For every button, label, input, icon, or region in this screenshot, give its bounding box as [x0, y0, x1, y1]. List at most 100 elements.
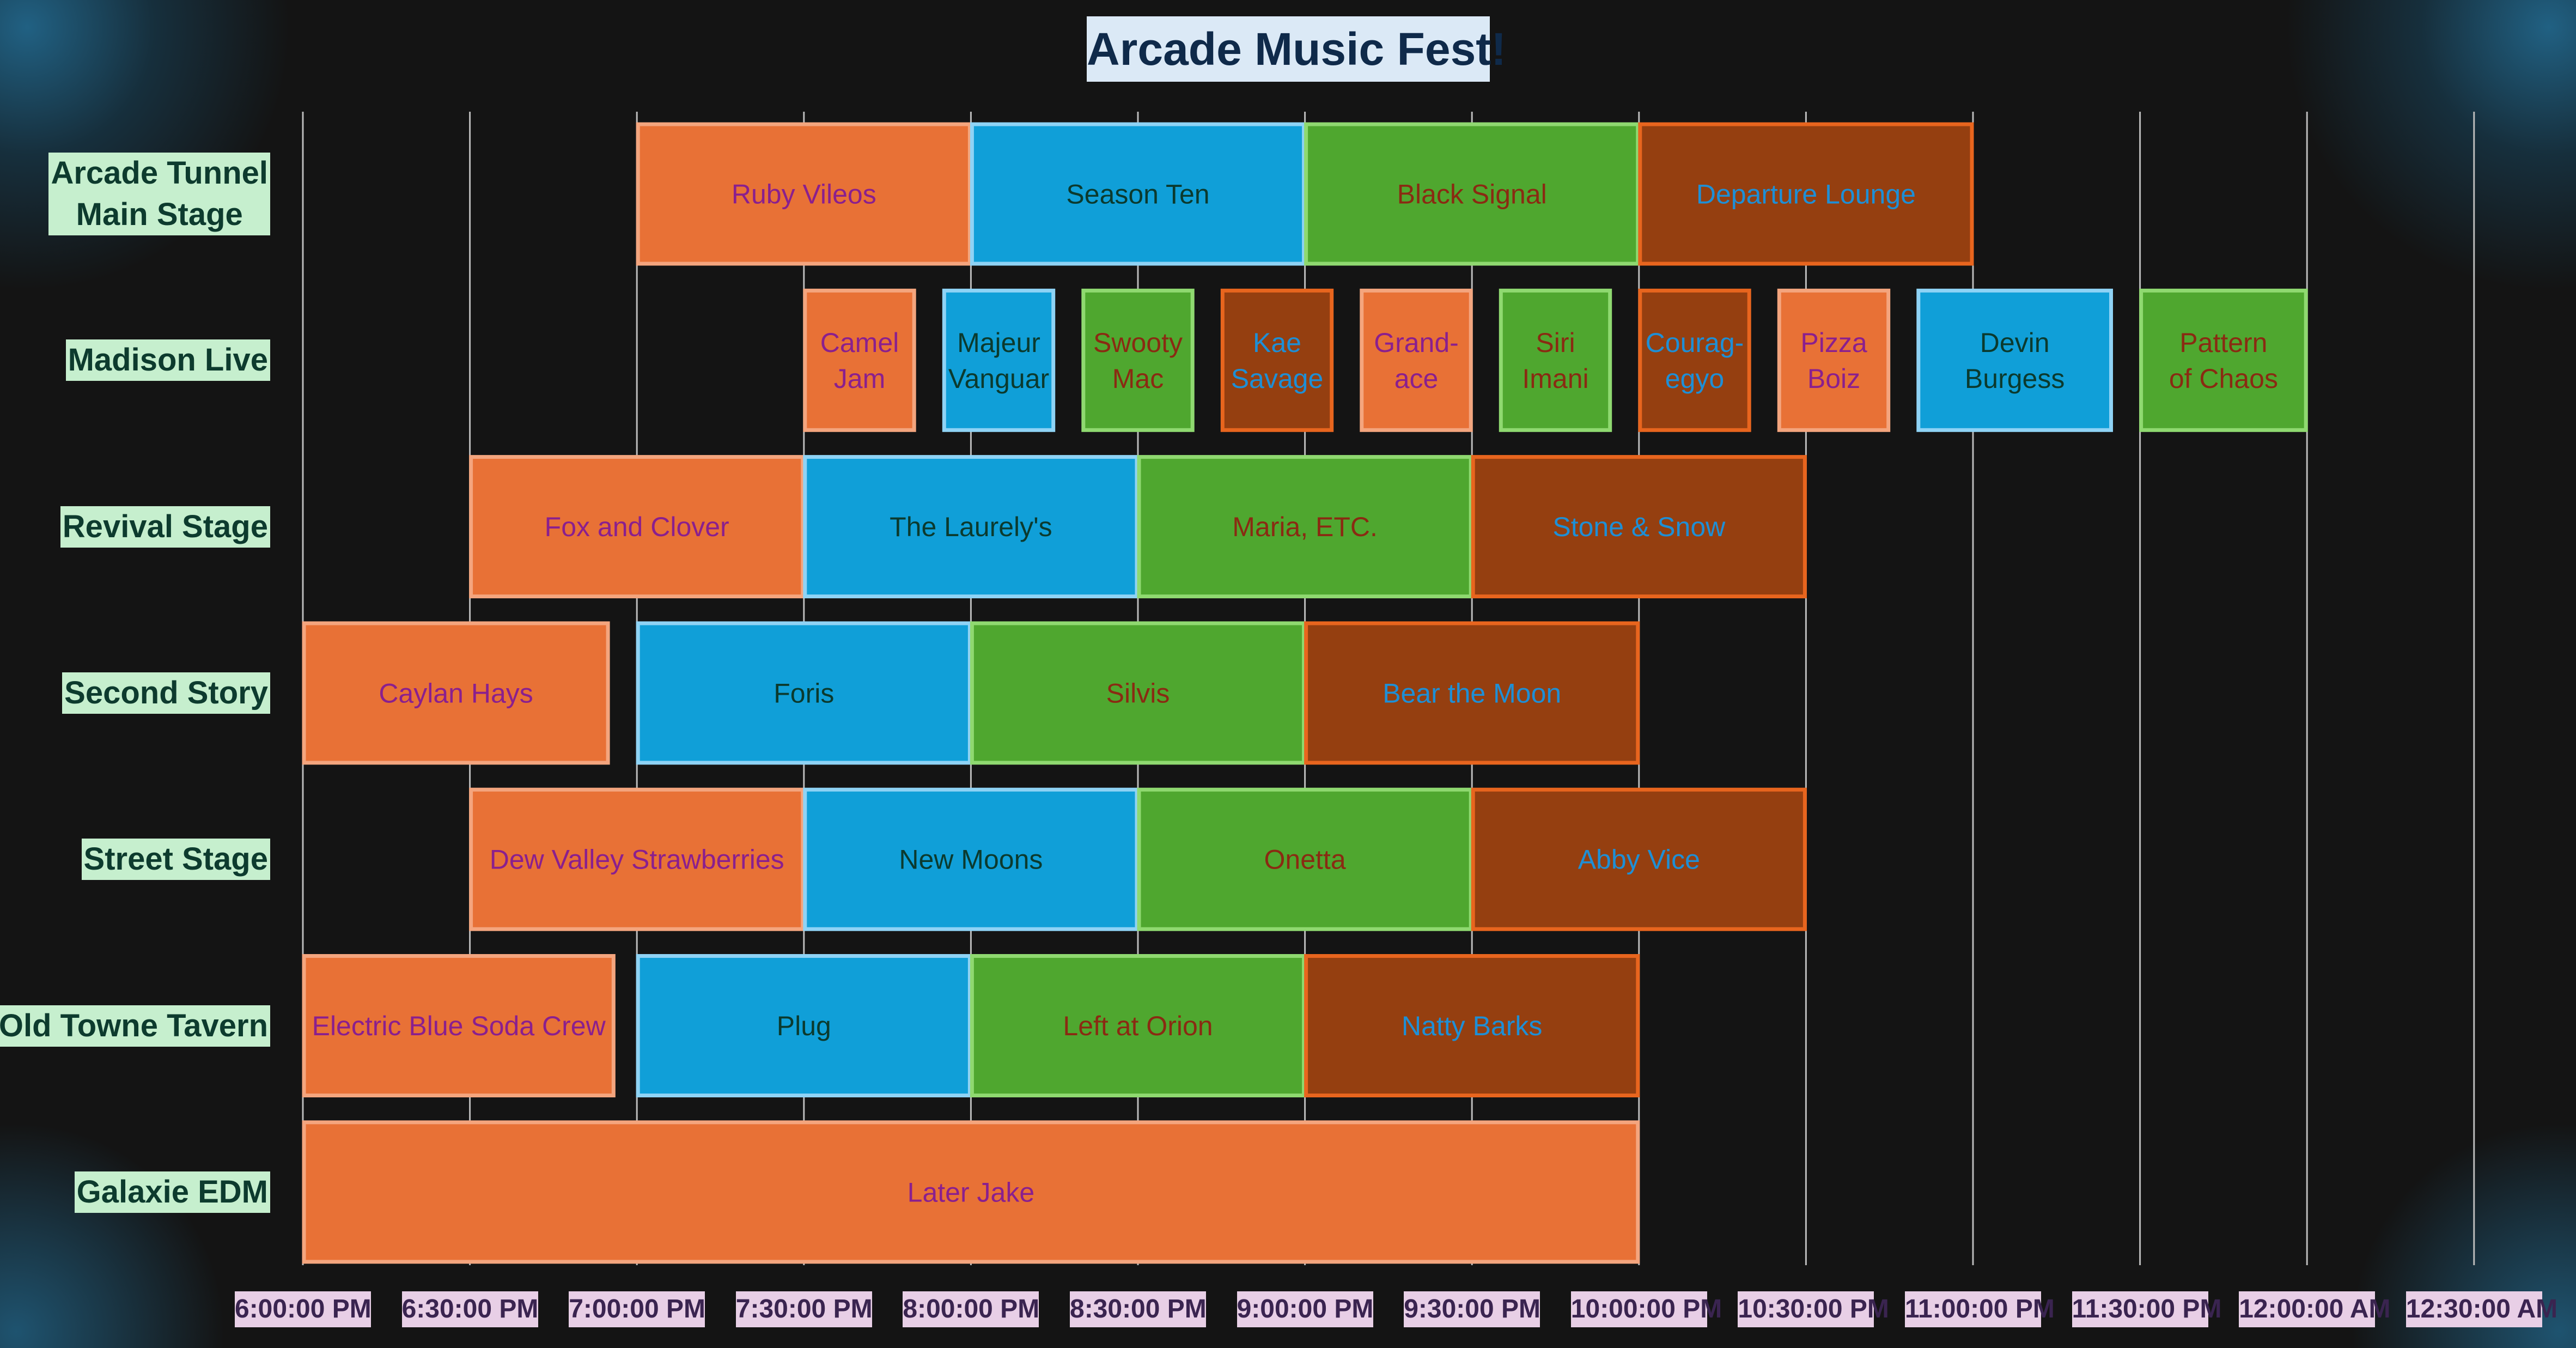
- set-bar-label: Abby Vice: [1578, 845, 1700, 875]
- x-tick-label: 12:00:00 AM: [2239, 1291, 2391, 1327]
- set-bar-rect: [1471, 787, 1807, 931]
- stage-label: Revival Stage: [60, 506, 270, 548]
- set-bar: Stone & Snow: [1471, 455, 1807, 599]
- x-tick-label: 10:30:00 PM: [1738, 1291, 1889, 1327]
- set-bar-label-line: Swooty: [1093, 327, 1183, 358]
- set-bar-label-line: Savage: [1231, 363, 1324, 394]
- set-bar-rect: [2139, 288, 2308, 432]
- set-bar-rect: [636, 954, 972, 1097]
- set-bar-rect: [636, 122, 972, 266]
- set-bar-label: Pizza Boiz: [1800, 327, 1867, 394]
- set-bar-label: Fox and Clover: [545, 512, 729, 542]
- stage-label: Galaxie EDM: [74, 1171, 270, 1213]
- set-bar-label-line: Electric Blue Soda Crew: [312, 1011, 606, 1041]
- set-bar: Black Signal: [1304, 122, 1640, 266]
- x-tick-label: 7:30:00 PM: [735, 1291, 873, 1327]
- set-bar: Pizza Boiz: [1777, 288, 1891, 432]
- set-bar: Swooty Mac: [1081, 288, 1195, 432]
- set-bar-rect: [942, 288, 1056, 432]
- set-bar-label: The Laurely's: [890, 512, 1052, 542]
- set-bar-label: Onetta: [1264, 845, 1346, 875]
- set-bar-label-line: Mac: [1112, 363, 1164, 394]
- set-bar-rect: [1137, 455, 1473, 599]
- set-bar: Later Jake: [302, 1120, 1640, 1264]
- set-bar-rect: [1471, 455, 1807, 599]
- set-bar-label: Caylan Hays: [379, 678, 533, 708]
- set-bar: Camel Jam: [803, 288, 916, 432]
- set-bar-label-line: Maria, ETC.: [1232, 512, 1378, 542]
- set-bar-rect: [970, 954, 1306, 1097]
- set-bar-label-line: Season Ten: [1066, 179, 1209, 210]
- set-bar-label-line: Burgess: [1965, 363, 2065, 394]
- set-bar-label-line: Siri: [1536, 327, 1575, 358]
- x-tick-label: 11:30:00 PM: [2072, 1291, 2221, 1327]
- set-bar-label: Swooty Mac: [1093, 327, 1183, 394]
- x-tick-label: 6:30:00 PM: [401, 1291, 538, 1327]
- set-bar-label-line: Fox and Clover: [545, 512, 729, 542]
- set-bar: The Laurely's: [803, 455, 1139, 599]
- set-bar: Dew Valley Strawberries: [469, 787, 805, 931]
- set-bar-label-line: Camel: [820, 327, 899, 358]
- set-bar-label: Left at Orion: [1063, 1011, 1213, 1041]
- set-bar-rect: [803, 455, 1139, 599]
- set-bar-label: Bear the Moon: [1383, 678, 1561, 708]
- set-bar-label-line: Pattern: [2179, 327, 2267, 358]
- set-bar-label: Plug: [777, 1011, 831, 1041]
- set-bar-label: Black Signal: [1397, 179, 1547, 210]
- set-bar-label-line: Jam: [834, 363, 885, 394]
- set-bar: Silvis: [970, 621, 1306, 765]
- set-bar-label: Majeur Vanguar: [948, 327, 1049, 394]
- set-bar-label-line: The Laurely's: [890, 512, 1052, 542]
- set-bar-label-line: Boiz: [1807, 363, 1860, 394]
- set-bar-label: New Moons: [899, 845, 1043, 875]
- set-bar: Onetta: [1137, 787, 1473, 931]
- set-bar: Season Ten: [970, 122, 1306, 266]
- set-bar-label-line: of Chaos: [2169, 363, 2278, 394]
- set-bar-label-line: Silvis: [1106, 678, 1170, 708]
- set-bar-label: Season Ten: [1066, 179, 1209, 210]
- x-tick-label: 7:00:00 PM: [569, 1291, 705, 1327]
- set-bar-label: Pattern of Chaos: [2169, 327, 2278, 394]
- x-tick-label: 8:00:00 PM: [903, 1291, 1039, 1327]
- set-bar-label: Silvis: [1106, 678, 1170, 708]
- set-bar-label-line: Devin: [1980, 327, 2050, 358]
- set-bar-label: Stone & Snow: [1552, 512, 1726, 542]
- set-bar-label-line: Onetta: [1264, 845, 1346, 875]
- set-bar-rect: [1777, 288, 1891, 432]
- set-bar-label-line: Pizza: [1800, 327, 1867, 358]
- set-bar-rect: [970, 621, 1306, 765]
- set-bar: Plug: [636, 954, 972, 1097]
- x-tick-label: 11:00:00 PM: [1905, 1291, 2055, 1327]
- set-bar: Siri Imani: [1499, 288, 1612, 432]
- set-bar-rect: [970, 122, 1306, 266]
- set-bar-label-line: egyo: [1665, 363, 1724, 394]
- x-tick-label: 12:30:00 AM: [2406, 1291, 2557, 1327]
- set-bar: New Moons: [803, 787, 1139, 931]
- set-bar: Foris: [636, 621, 972, 765]
- set-bar-label-line: Courag-: [1646, 327, 1744, 358]
- set-bar: Kae Savage: [1220, 288, 1334, 432]
- set-bar: Majeur Vanguar: [942, 288, 1056, 432]
- set-bar: Departure Lounge: [1638, 122, 1974, 266]
- stage-label: Arcade Tunnel Main Stage: [48, 153, 270, 235]
- stage-label: Second Story: [62, 672, 270, 714]
- set-bar: Bear the Moon: [1304, 621, 1640, 765]
- x-tick-label: 8:30:00 PM: [1070, 1291, 1207, 1327]
- chart-title: Arcade Music Fest!: [1087, 16, 1506, 82]
- set-bar-rect: [302, 954, 616, 1097]
- set-bar-label: Foris: [774, 678, 834, 708]
- set-bar-label-line: Bear the Moon: [1383, 678, 1561, 708]
- set-bar: Maria, ETC.: [1137, 455, 1473, 599]
- set-bar: Caylan Hays: [302, 621, 610, 765]
- set-bar-label: Devin Burgess: [1965, 327, 2065, 394]
- set-bar-rect: [1638, 122, 1974, 266]
- set-bar-label: Natty Barks: [1402, 1011, 1542, 1041]
- set-bar-rect: [1081, 288, 1195, 432]
- set-bar-label: Courag-egyo: [1646, 327, 1744, 394]
- set-bar: Pattern of Chaos: [2139, 288, 2308, 432]
- set-bar-label-line: Majeur: [957, 327, 1040, 358]
- set-bar-label: Grand-ace: [1374, 327, 1459, 394]
- set-bar-label-line: Black Signal: [1397, 179, 1547, 210]
- set-bars: Ruby Vileos Season Ten Black Signal Departu…: [302, 122, 2308, 1264]
